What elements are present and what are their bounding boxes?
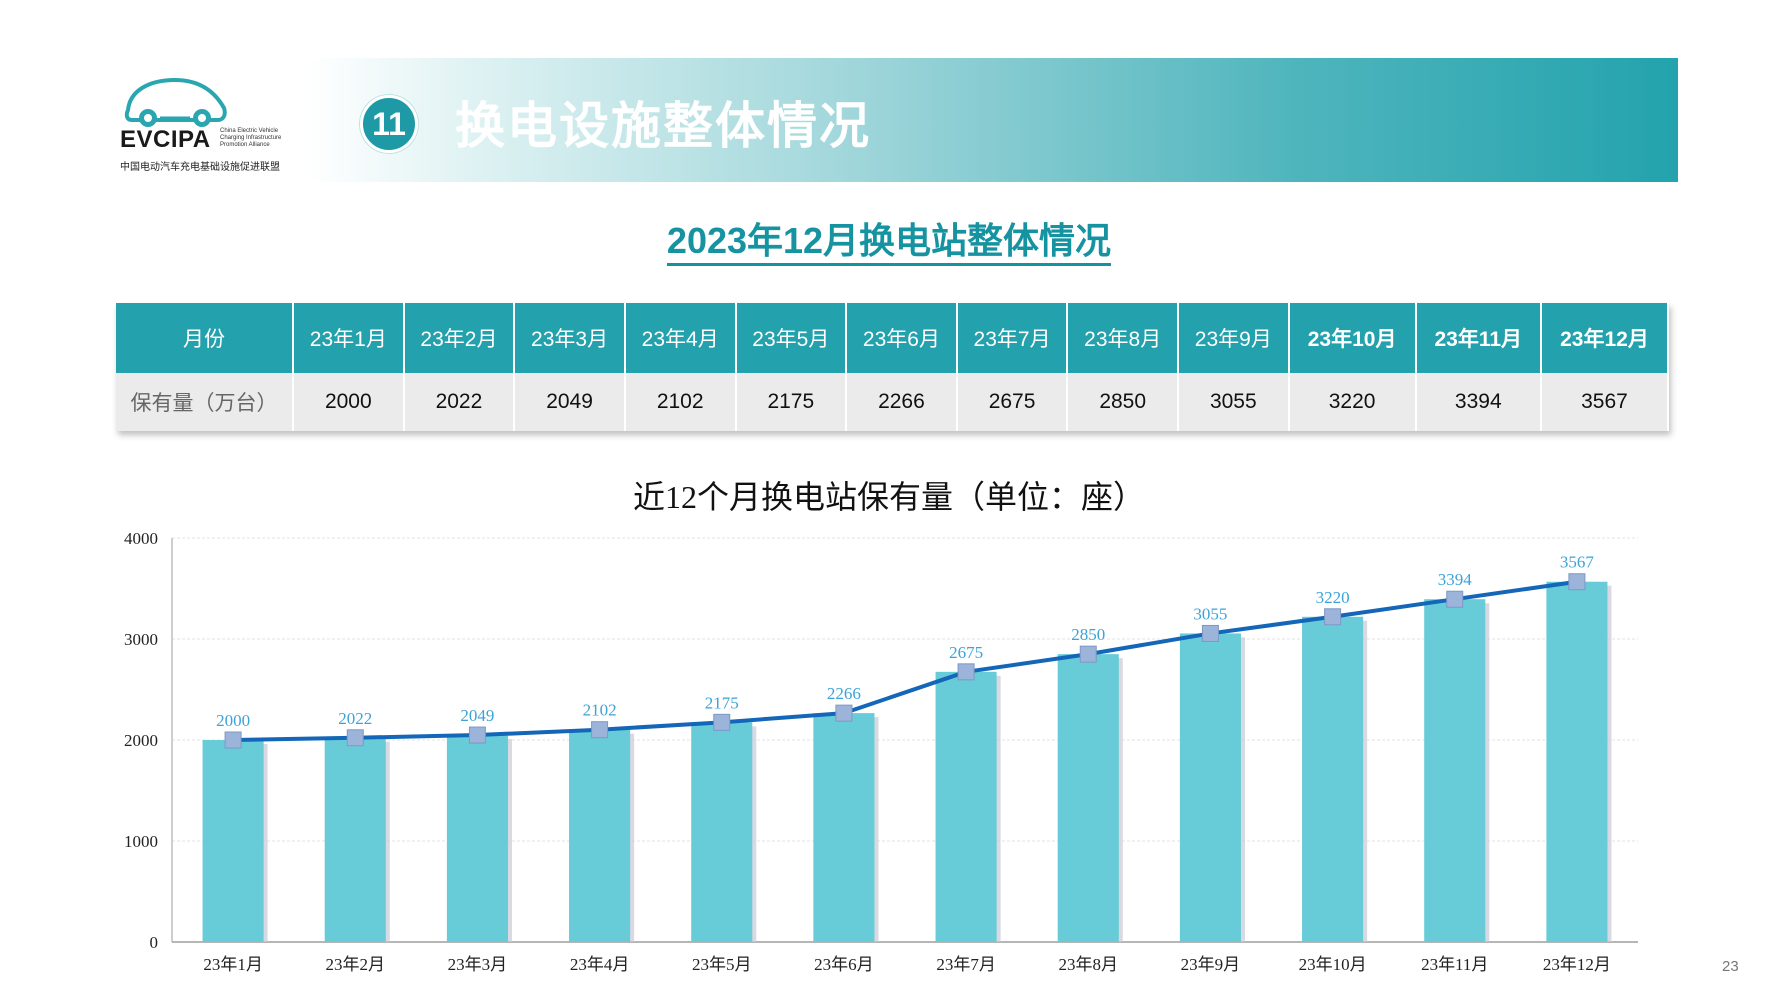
bar: [813, 713, 875, 942]
bar: [1057, 654, 1119, 942]
line-marker: [713, 713, 731, 731]
x-tick-label: 23年7月: [936, 955, 996, 974]
x-tick-label: 23年12月: [1543, 955, 1611, 974]
table-month-cell: 23年8月: [1067, 303, 1179, 373]
line-marker: [1324, 608, 1342, 626]
table-value-cell: 2000: [293, 373, 405, 431]
data-label: 2049: [460, 706, 494, 725]
table-value-cell: 3394: [1415, 373, 1542, 431]
data-label: 3055: [1193, 604, 1227, 623]
monthly-stock-table: 月份 23年1月 23年2月 23年3月 23年4月 23年5月 23年6月 2…: [116, 303, 1670, 431]
table-value-cell: 2049: [514, 373, 626, 431]
table-month-cell: 23年12月: [1540, 303, 1670, 373]
table-value-cell: 2266: [846, 373, 958, 431]
table-month-cell: 23年7月: [956, 303, 1069, 373]
bar: [569, 729, 631, 942]
page-subtitle-text: 2023年12月换电站整体情况: [666, 220, 1112, 266]
y-tick-label: 1000: [124, 832, 158, 851]
line-marker: [1446, 590, 1464, 608]
line-marker: [468, 726, 486, 744]
table-month-cell: 23年2月: [403, 303, 516, 373]
data-label: 2266: [827, 684, 861, 703]
table-month-cell: 23年3月: [514, 303, 626, 373]
bar: [1546, 581, 1608, 942]
line-marker: [957, 663, 975, 681]
bar: [935, 671, 997, 942]
table-value-cell: 2102: [624, 373, 737, 431]
line-marker: [591, 721, 609, 739]
bar: [324, 737, 386, 942]
table-month-cell: 23年11月: [1415, 303, 1542, 373]
bar: [1424, 599, 1486, 942]
table-month-cell: 23年1月: [293, 303, 405, 373]
x-tick-label: 23年5月: [692, 955, 752, 974]
header-banner: [308, 58, 1678, 182]
data-label: 2102: [583, 701, 617, 720]
table-value-cell: 2022: [403, 373, 516, 431]
x-tick-label: 23年2月: [326, 955, 386, 974]
table-month-cell: 23年9月: [1178, 303, 1290, 373]
table-value-cell: 3567: [1540, 373, 1670, 431]
line-marker: [346, 729, 364, 747]
data-label: 2022: [338, 709, 372, 728]
line-marker: [224, 731, 242, 749]
table-value-cell: 2175: [735, 373, 848, 431]
line-series: [233, 579, 1578, 742]
table-value-cell: 2675: [956, 373, 1069, 431]
section-number-badge: 11: [360, 95, 418, 153]
table-value-cell: 3220: [1288, 373, 1417, 431]
line-marker: [835, 704, 853, 722]
bar: [202, 740, 264, 942]
bar: [691, 722, 753, 942]
x-tick-label: 23年10月: [1299, 955, 1367, 974]
data-label: 2675: [949, 643, 983, 662]
x-tick-label: 23年8月: [1059, 955, 1119, 974]
data-label: 3394: [1438, 570, 1473, 589]
bar: [1179, 633, 1241, 942]
page-subtitle: 2023年12月换电站整体情况: [0, 212, 1778, 266]
table-row-label-month: 月份: [116, 303, 294, 373]
x-tick-label: 23年4月: [570, 955, 630, 974]
data-label: 2850: [1071, 625, 1105, 644]
section-title: 换电设施整体情况: [455, 98, 871, 154]
table-value-cell: 2850: [1067, 373, 1179, 431]
x-tick-label: 23年11月: [1421, 955, 1488, 974]
data-label: 3567: [1560, 553, 1595, 572]
data-label: 3220: [1316, 588, 1350, 607]
table-month-cell: 23年6月: [846, 303, 958, 373]
y-tick-label: 3000: [124, 630, 158, 649]
table-month-cell: 23年4月: [624, 303, 737, 373]
x-tick-label: 23年6月: [814, 955, 874, 974]
data-label: 2175: [705, 693, 739, 712]
table-month-cell: 23年5月: [735, 303, 848, 373]
line-marker: [1079, 645, 1097, 663]
table-header-row: 月份 23年1月 23年2月 23年3月 23年4月 23年5月 23年6月 2…: [116, 303, 1670, 373]
logo-name-cn: 中国电动汽车充电基础设施促进联盟: [120, 162, 280, 173]
page-number: 23: [1722, 958, 1739, 975]
data-label: 2000: [216, 711, 250, 730]
y-tick-label: 2000: [124, 731, 158, 750]
car-plug-logo-icon: [124, 77, 227, 127]
x-tick-label: 23年1月: [203, 955, 263, 974]
x-tick-label: 23年9月: [1181, 955, 1241, 974]
y-tick-label: 4000: [124, 529, 158, 548]
table-value-row: 保有量（万台） 2000 2022 2049 2102 2175 2266 26…: [116, 373, 1670, 431]
y-tick-label: 0: [150, 933, 159, 952]
table-value-cell: 3055: [1178, 373, 1290, 431]
line-marker: [1201, 624, 1219, 642]
logo-name: EVCIPA: [120, 126, 211, 153]
evcipa-logo: EVCIPA China Electric Vehicle Charging I…: [118, 70, 298, 180]
table-month-cell: 23年10月: [1288, 303, 1417, 373]
bar: [446, 735, 508, 942]
bar: [1302, 616, 1364, 942]
chart-title: 近12个月换电站保有量（单位：座）: [632, 479, 1145, 515]
x-tick-label: 23年3月: [448, 955, 508, 974]
table-row-label-value: 保有量（万台）: [116, 373, 294, 431]
line-marker: [1568, 573, 1586, 591]
logo-name-en: China Electric Vehicle Charging Infrastr…: [220, 128, 282, 148]
